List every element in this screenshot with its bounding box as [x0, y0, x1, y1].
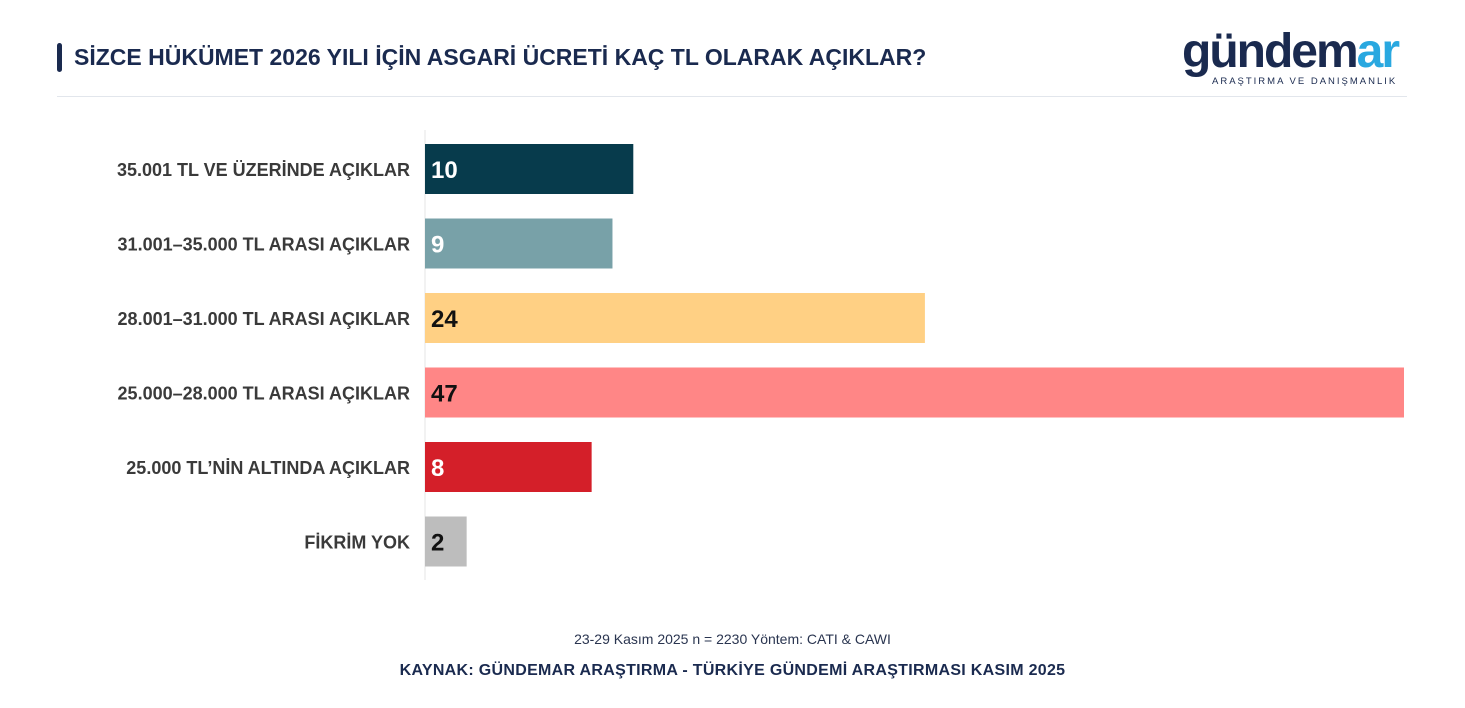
value-label: 47	[431, 381, 458, 408]
value-label: 9	[431, 232, 444, 259]
logo-word-main: gündem	[1182, 25, 1359, 78]
chart-title: SİZCE HÜKÜMET 2026 YILI İÇİN ASGARİ ÜCRE…	[74, 44, 927, 70]
value-label: 10	[431, 157, 458, 184]
title-accent-bar	[57, 43, 62, 72]
bar	[425, 367, 1404, 418]
bar	[425, 144, 634, 194]
logo-word-accent: ar	[1356, 25, 1400, 78]
value-label: 24	[431, 306, 458, 333]
header-divider	[57, 96, 1407, 97]
source-line: KAYNAK: GÜNDEMAR ARAŞTIRMA - TÜRKİYE GÜN…	[399, 662, 1066, 679]
bar	[425, 218, 613, 269]
logo-subtitle: ARAŞTIRMA VE DANIŞMANLIK	[1212, 76, 1398, 87]
value-label: 8	[431, 455, 444, 482]
gundemar-logo: gündemar ARAŞTIRMA VE DANIŞMANLIK	[1182, 28, 1400, 88]
category-label: 25.000–28.000 TL ARASI AÇIKLAR	[118, 384, 410, 404]
category-label: FİKRİM YOK	[304, 533, 410, 553]
category-label: 28.001–31.000 TL ARASI AÇIKLAR	[118, 309, 410, 329]
category-label: 31.001–35.000 TL ARASI AÇIKLAR	[118, 235, 410, 255]
bar	[425, 516, 467, 567]
category-label: 25.000 TL’NİN ALTINDA AÇIKLAR	[126, 458, 410, 478]
survey-note: 23-29 Kasım 2025 n = 2230 Yöntem: CATI &…	[574, 631, 891, 647]
category-label: 35.001 TL VE ÜZERİNDE AÇIKLAR	[117, 160, 410, 180]
value-label: 2	[431, 530, 444, 557]
bar	[425, 293, 925, 343]
bar	[425, 442, 592, 492]
